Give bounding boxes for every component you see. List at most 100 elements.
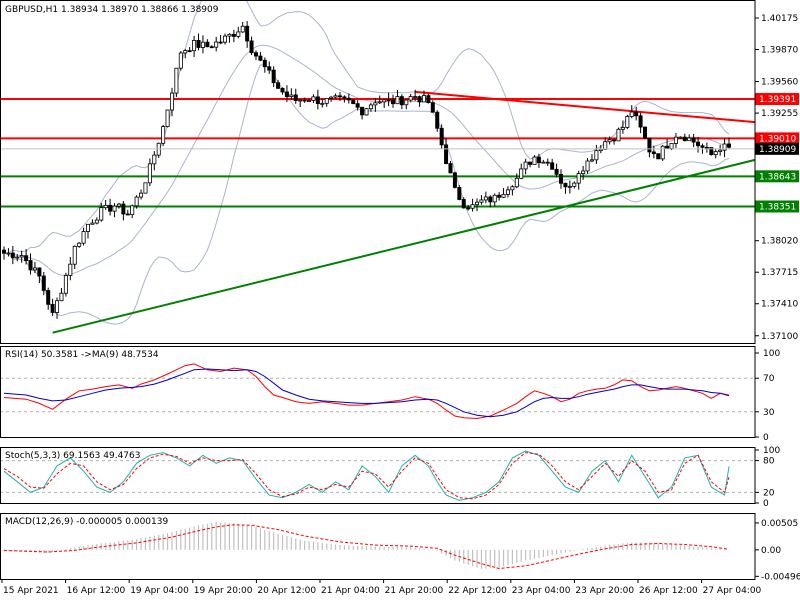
candle-body bbox=[395, 96, 400, 105]
candle-body bbox=[280, 87, 285, 93]
candle-body bbox=[713, 151, 718, 156]
candle bbox=[165, 109, 170, 128]
candle-body bbox=[289, 94, 294, 98]
candle bbox=[218, 35, 223, 45]
series-line bbox=[3, 368, 730, 418]
candle bbox=[616, 127, 621, 142]
candle-body bbox=[342, 96, 347, 99]
candle bbox=[660, 144, 665, 161]
candle bbox=[377, 95, 382, 105]
candle bbox=[673, 133, 678, 148]
candle-body bbox=[240, 25, 245, 33]
candle-body bbox=[444, 144, 449, 164]
candle-body bbox=[550, 162, 555, 170]
candle bbox=[532, 155, 537, 165]
candle bbox=[240, 21, 245, 33]
candle-body bbox=[205, 41, 210, 48]
candle bbox=[620, 120, 625, 134]
candle bbox=[342, 95, 347, 103]
rsi-panel[interactable]: RSI(14) 50.3581 ->MA(9) 48.7534 100 70 30 0 bbox=[0, 349, 780, 443]
time-tick-label: 22 Apr 12:00 bbox=[448, 586, 507, 596]
candle bbox=[457, 185, 462, 201]
candle-body bbox=[665, 145, 670, 149]
candle-body bbox=[594, 150, 599, 161]
candle bbox=[187, 47, 192, 53]
candle bbox=[231, 29, 236, 43]
candle bbox=[510, 185, 515, 196]
candle-body bbox=[479, 199, 484, 203]
osc-tick-label: 30 bbox=[763, 408, 775, 418]
candle-body bbox=[435, 111, 440, 129]
candle bbox=[576, 170, 581, 190]
candle bbox=[112, 203, 117, 218]
candle-body bbox=[315, 96, 320, 104]
candle bbox=[209, 45, 214, 49]
candle bbox=[585, 158, 590, 174]
macd-tick-label: 0.00 bbox=[761, 546, 781, 556]
current-price-label: 1.38909 bbox=[759, 145, 796, 155]
candle-body bbox=[386, 99, 391, 102]
candle bbox=[452, 171, 457, 189]
candle bbox=[355, 100, 360, 111]
candle-body bbox=[271, 69, 276, 84]
candle-body bbox=[192, 40, 197, 52]
candle bbox=[276, 79, 281, 89]
osc-tick-label: 0 bbox=[763, 433, 769, 443]
candle-body bbox=[696, 141, 701, 147]
candle-body bbox=[72, 245, 77, 265]
candle bbox=[687, 134, 692, 142]
candle-body bbox=[311, 96, 316, 101]
candle-body bbox=[2, 249, 7, 254]
candle bbox=[444, 138, 449, 165]
candle-body bbox=[408, 96, 413, 101]
panel-frames bbox=[0, 0, 756, 580]
candle bbox=[121, 201, 126, 221]
candle-body bbox=[452, 172, 457, 188]
candle-body bbox=[616, 128, 621, 142]
candle bbox=[315, 89, 320, 110]
candle bbox=[501, 188, 506, 199]
candle-body bbox=[581, 170, 586, 174]
candle-body bbox=[10, 252, 15, 259]
candle-body bbox=[505, 189, 510, 195]
candle-body bbox=[302, 99, 307, 102]
candle-body bbox=[629, 111, 634, 117]
candle-body bbox=[426, 95, 431, 104]
candle-body bbox=[691, 137, 696, 143]
candle bbox=[430, 100, 435, 113]
trendlines bbox=[52, 90, 756, 334]
candle-body bbox=[147, 163, 152, 184]
macd-panel[interactable]: MACD(12,26,9) -0.000005 0.000139 0.00505… bbox=[3, 517, 800, 582]
candle-body bbox=[669, 143, 674, 149]
candle bbox=[19, 250, 24, 263]
rsi-title: RSI(14) 50.3581 ->MA(9) 48.7534 bbox=[5, 350, 159, 360]
candle bbox=[81, 227, 86, 246]
level-price-box bbox=[755, 170, 799, 183]
candle bbox=[333, 93, 338, 99]
candle-body bbox=[718, 149, 723, 152]
candle-body bbox=[528, 161, 533, 165]
candle bbox=[161, 124, 166, 147]
level-price-label: 1.39010 bbox=[759, 134, 796, 144]
candle bbox=[90, 219, 95, 225]
candle-body bbox=[700, 145, 705, 148]
candle-body bbox=[598, 148, 603, 152]
candle bbox=[572, 181, 577, 189]
stoch-plot bbox=[0, 450, 755, 501]
candle-body bbox=[536, 156, 541, 164]
candle bbox=[108, 198, 113, 216]
current-price-box bbox=[755, 142, 799, 155]
candle bbox=[72, 245, 77, 270]
price-panel[interactable]: GBPUSD,H1 1.38934 1.38970 1.38866 1.3890… bbox=[0, 0, 799, 343]
candle-body bbox=[625, 116, 630, 128]
candle-body bbox=[360, 106, 365, 116]
candle-body bbox=[139, 192, 144, 198]
candle-body bbox=[576, 173, 581, 184]
price-panel-title: GBPUSD,H1 1.38934 1.38970 1.38866 1.3890… bbox=[5, 5, 219, 15]
candle-body bbox=[41, 275, 46, 291]
candle bbox=[550, 158, 555, 170]
candle-body bbox=[236, 31, 241, 37]
level-price-label: 1.38643 bbox=[759, 172, 796, 182]
series-line bbox=[3, 450, 730, 501]
